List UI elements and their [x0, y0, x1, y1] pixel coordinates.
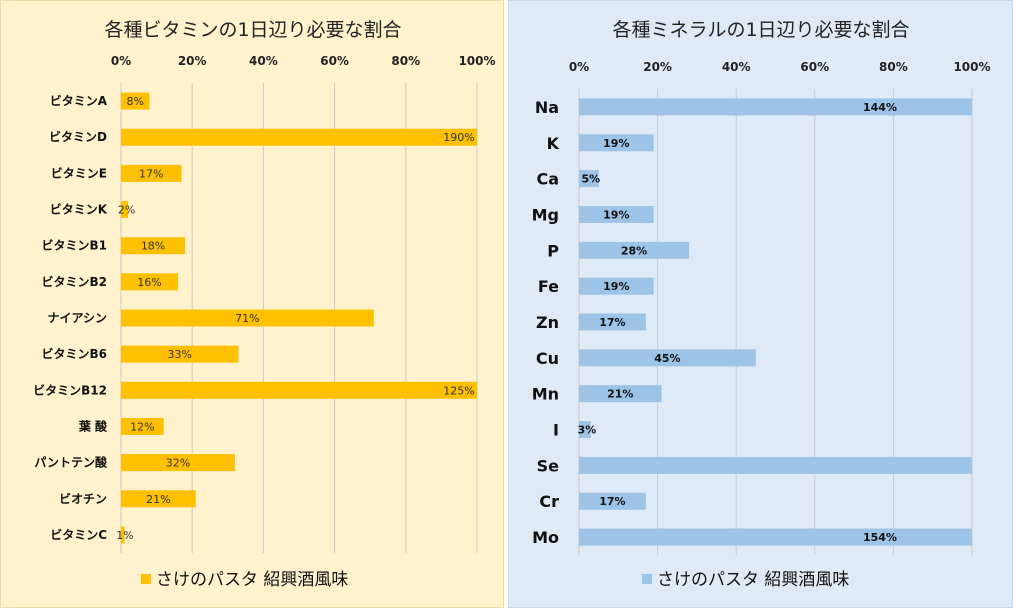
data-label: 190% [443, 131, 474, 144]
bar [121, 309, 374, 327]
data-label: 17% [139, 167, 163, 180]
category-label: Ca [536, 170, 559, 189]
x-tick-label: 40% [249, 54, 278, 68]
bar [121, 454, 235, 472]
bar [579, 205, 654, 223]
category-label: Fe [538, 277, 559, 296]
data-label: 3% [578, 424, 597, 437]
category-label: Na [535, 98, 559, 117]
category-label: ビタミンE [51, 165, 107, 180]
category-label: K [547, 134, 560, 153]
bar [579, 98, 972, 116]
data-label: 33% [168, 348, 192, 361]
category-label: ナイアシン [47, 311, 107, 325]
bar [121, 128, 477, 146]
x-tick-label: 100% [458, 54, 495, 68]
mineral-chart-panel: 各種ミネラルの1日辺り必要な割合 0% 20% 40% 60% 80% 100% Na 144%… [508, 0, 1013, 608]
data-label: 125% [443, 384, 474, 397]
category-label: 葉 酸 [78, 418, 108, 433]
category-label: ビタミンB12 [33, 382, 107, 397]
bar [579, 170, 599, 188]
data-label: 144% [863, 101, 897, 114]
category-label: パントテン酸 [34, 455, 108, 470]
data-label: 28% [621, 244, 647, 257]
category-label: ビタミンB6 [42, 346, 108, 361]
x-tick-label: 20% [643, 60, 672, 74]
bar [121, 237, 186, 255]
data-label: 12% [130, 420, 154, 433]
bar [579, 421, 591, 439]
x-tick-label: 60% [800, 60, 829, 74]
bar [579, 528, 972, 546]
category-label: P [547, 241, 559, 260]
category-label: ビタミンD [49, 129, 107, 144]
legend-label: さけのパスタ 紹興酒風味 [156, 570, 348, 590]
category-label: Cu [536, 349, 559, 368]
x-tick-label: 0% [569, 60, 589, 74]
category-label: ビタミンK [50, 202, 108, 217]
x-tick-label: 100% [953, 60, 990, 74]
data-label: 1% [116, 529, 133, 542]
bar [579, 277, 654, 295]
category-label: Cr [539, 492, 559, 511]
data-label: 19% [603, 137, 629, 150]
category-label: ビタミンA [50, 93, 108, 108]
bar [579, 456, 972, 474]
bar [121, 381, 477, 399]
data-label: 32% [166, 457, 190, 470]
bar [121, 490, 196, 508]
data-label: 21% [607, 388, 633, 401]
category-label: Mg [532, 205, 559, 224]
bar [579, 492, 646, 510]
legend-label: さけのパスタ 紹興酒風味 [657, 570, 849, 590]
data-label: 18% [141, 240, 165, 253]
bar [579, 313, 646, 331]
data-label: 16% [137, 276, 161, 289]
data-label: 19% [603, 280, 629, 293]
bar [121, 92, 150, 110]
x-tick-label: 20% [178, 54, 207, 68]
bar [121, 526, 125, 544]
category-label: Mn [532, 385, 559, 404]
bar [121, 417, 164, 435]
x-tick-label: 40% [722, 60, 751, 74]
bar [579, 385, 662, 403]
bar [121, 345, 239, 363]
category-label: Mo [532, 528, 559, 547]
legend-swatch [141, 574, 151, 584]
category-label: ビタミンC [50, 527, 107, 542]
x-tick-label: 80% [391, 54, 420, 68]
bar [121, 201, 129, 219]
vitamin-chart: 各種ビタミンの1日辺り必要な割合 0% 20% 40% 60% 80% 100% ビタミンA 8… [33, 19, 495, 590]
data-label: 2% [118, 204, 135, 217]
data-label: 19% [603, 208, 629, 221]
chart-title: 各種ミネラルの1日辺り必要な割合 [612, 19, 909, 41]
legend-swatch [642, 574, 652, 584]
category-label: Zn [536, 313, 559, 332]
category-label: I [553, 421, 559, 440]
data-label: 8% [127, 95, 144, 108]
x-tick-label: 80% [879, 60, 908, 74]
bar [579, 349, 756, 367]
category-label: ビタミンB2 [42, 274, 108, 289]
x-tick-label: 0% [111, 54, 131, 68]
category-label: ビオチン [59, 491, 107, 506]
bar [121, 164, 182, 182]
chart-title: 各種ビタミンの1日辺り必要な割合 [104, 19, 401, 41]
bar [579, 241, 690, 259]
data-label: 45% [654, 352, 680, 365]
category-label: Se [537, 456, 560, 475]
bar [121, 273, 178, 291]
data-label: 17% [599, 316, 625, 329]
category-label: ビタミンB1 [42, 238, 108, 253]
mineral-chart: 各種ミネラルの1日辺り必要な割合 0% 20% 40% 60% 80% 100% Na 144%… [532, 19, 991, 590]
data-label: 17% [599, 495, 625, 508]
data-label: 71% [235, 312, 259, 325]
vitamin-chart-panel: 各種ビタミンの1日辺り必要な割合 0% 20% 40% 60% 80% 100% ビタミンA 8… [0, 0, 504, 608]
data-label: 5% [581, 173, 600, 186]
x-tick-label: 60% [320, 54, 349, 68]
bar [579, 134, 654, 152]
data-label: 154% [863, 531, 897, 544]
data-label: 21% [146, 493, 170, 506]
